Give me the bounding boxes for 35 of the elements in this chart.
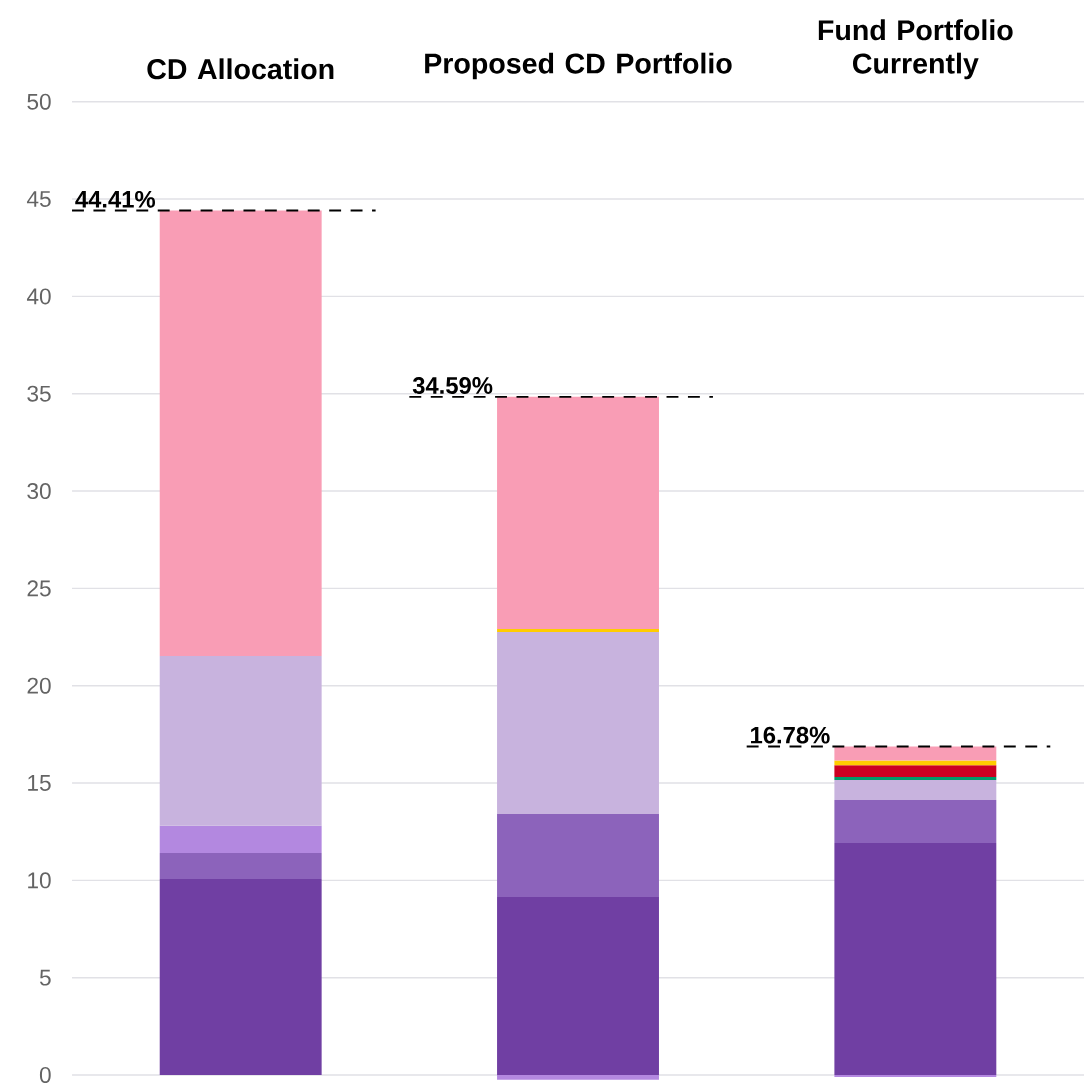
bar [497, 896, 659, 1075]
y-tick-label: 25 [27, 580, 51, 597]
bar [834, 779, 997, 800]
bar [834, 799, 997, 843]
total-label: 34.59% [412, 377, 493, 394]
bar [159, 655, 322, 826]
y-tick-label: 40 [26, 288, 51, 305]
bar [834, 842, 997, 1075]
bar [497, 629, 659, 632]
y-tick-label: 5 [39, 969, 51, 986]
bar [497, 813, 659, 897]
y-tick-label: 50 [27, 93, 51, 110]
bar [159, 852, 322, 879]
bar [834, 765, 997, 777]
y-tick-label: 20 [27, 677, 51, 694]
y-tick-label: 15 [28, 775, 51, 791]
bar [834, 760, 997, 766]
bar [159, 210, 322, 656]
y-tick-label: 0 [39, 1066, 51, 1084]
total-label: 16.78% [751, 726, 830, 744]
bar [497, 1075, 659, 1080]
x-tick-label: Fund Portfolio Currently [818, 19, 1013, 80]
y-tick-label: 35 [27, 385, 51, 402]
y-tick-label: 30 [27, 483, 51, 500]
bar [834, 776, 997, 780]
total-label: 44.41% [75, 190, 155, 208]
x-tick-label: CD Allocation [147, 58, 334, 80]
bar [159, 878, 322, 1075]
y-tick-label: 45 [26, 191, 51, 207]
x-tick-label: Proposed CD Portfolio [425, 52, 732, 80]
bar [497, 631, 659, 814]
bar [834, 746, 997, 761]
bar [159, 825, 322, 853]
y-tick-label: 10 [28, 872, 51, 889]
bar [497, 396, 659, 630]
